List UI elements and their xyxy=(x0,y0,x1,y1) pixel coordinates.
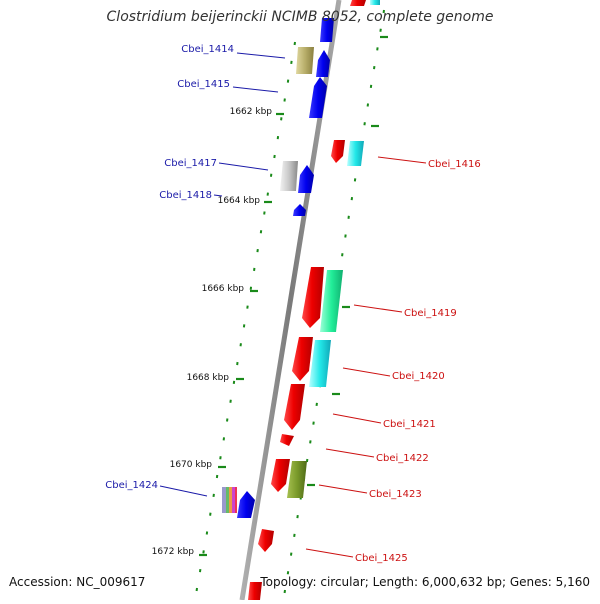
ruler-label: 1670 kbp xyxy=(170,460,213,470)
leader-line xyxy=(378,157,426,163)
gene-partial-cyan-top xyxy=(370,0,380,5)
ruler-label: 1662 kbp xyxy=(230,107,273,117)
gene-cbei-1424-stripe-c xyxy=(229,487,232,513)
gene-cbei-1424-stripe-e xyxy=(235,487,237,513)
gene-label-forward[interactable]: Cbei_1415 xyxy=(177,79,230,90)
leader-line xyxy=(354,305,402,312)
leader-line xyxy=(306,549,353,557)
gene-cbei-1419-shape xyxy=(320,270,343,332)
ruler-label: 1672 kbp xyxy=(152,547,195,557)
topology-text: Topology: circular; Length: 6,000,632 bp… xyxy=(260,575,590,589)
accession-text: Accession: NC_009617 xyxy=(9,575,145,589)
leader-line xyxy=(160,486,207,496)
gene-cbei-1420-reverse xyxy=(292,337,313,381)
gene-label-forward[interactable]: Cbei_1424 xyxy=(105,480,158,491)
gene-label-reverse[interactable]: Cbei_1421 xyxy=(383,419,436,430)
gene-cbei-1416-reverse xyxy=(331,140,345,163)
leader-line xyxy=(343,368,390,376)
leader-line xyxy=(233,87,278,92)
gene-label-reverse[interactable]: Cbei_1416 xyxy=(428,159,481,170)
gene-cbei-1422-shape xyxy=(280,434,294,446)
gene-label-reverse[interactable]: Cbei_1423 xyxy=(369,489,422,500)
ruler-label: 1666 kbp xyxy=(202,284,245,294)
gene-cbei-1415-shape xyxy=(309,77,327,118)
gene-label-reverse[interactable]: Cbei_1425 xyxy=(355,553,408,564)
ruler-label: 1668 kbp xyxy=(187,373,230,383)
ruler-label: 1664 kbp xyxy=(218,196,261,206)
gene-cbei-1423-shape xyxy=(287,461,307,498)
gene-cbei-1420-shape xyxy=(309,340,331,387)
gene-cbei-1425-shape xyxy=(258,529,274,552)
gene-cbei-1416-shape xyxy=(347,141,364,166)
gene-cbei-1421-shape xyxy=(284,384,305,430)
gene-label-forward[interactable]: Cbei_1418 xyxy=(159,190,212,201)
gene-cbei-1423-reverse xyxy=(271,459,290,492)
leader-line xyxy=(219,163,268,170)
gene-label-reverse[interactable]: Cbei_1422 xyxy=(376,453,429,464)
leader-line xyxy=(319,485,367,493)
gene-cbei-1414-shape xyxy=(296,47,314,74)
gene-label-forward[interactable]: Cbei_1414 xyxy=(181,44,234,55)
leader-line xyxy=(237,53,285,58)
gene-cbei-1424-stripe-a xyxy=(222,487,226,513)
gene-cbei-1419-reverse xyxy=(302,267,324,328)
gene-partial-reverse-top xyxy=(350,0,366,6)
gene-cbei-1424-forward xyxy=(237,491,255,518)
leader-line xyxy=(326,449,374,457)
gene-cbei-1424-stripe-d xyxy=(232,487,235,513)
ruler-labels: 1662 kbp 1664 kbp 1666 kbp 1668 kbp 1670… xyxy=(152,107,273,557)
gene-label-forward[interactable]: Cbei_1417 xyxy=(164,158,217,169)
gene-features xyxy=(222,0,380,600)
gene-cbei-1417-shape xyxy=(280,161,298,191)
gene-label-reverse[interactable]: Cbei_1419 xyxy=(404,308,457,319)
map-title: Clostridium beijerinckii NCIMB 8052, com… xyxy=(0,9,600,25)
leader-line xyxy=(333,414,381,423)
gene-label-reverse[interactable]: Cbei_1420 xyxy=(392,371,445,382)
gene-cbei-1424-stripe-b xyxy=(226,487,229,513)
